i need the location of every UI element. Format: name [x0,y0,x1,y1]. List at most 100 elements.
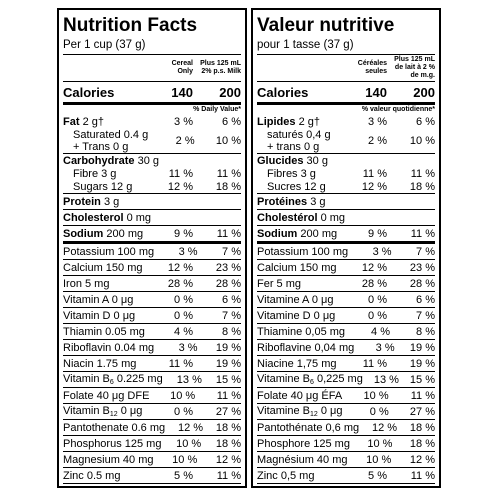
nutrient-label: Sodium [63,227,104,240]
nutrient-name: Zinc 0,5 mg [257,470,339,482]
nutrient-label: Saturated 0.4 g [73,129,149,141]
name-line: Phosphore 125 mg [257,438,350,450]
nutrient-label: Fibres 3 g [267,168,316,180]
milk-dv: 6 % [416,116,435,128]
milk-dv: 10 % [215,135,241,147]
milk-dv: 7 % [222,309,241,322]
nutrient-label: Vitamin B [63,373,110,385]
name-line: + Trans 0 g [73,141,129,153]
nutrient-label: Riboflavin 0.04 mg [63,341,155,354]
nutrient-row: Calcium 150 mg 12 % 23 % [257,259,435,275]
nutrient-name: Sodium 200 mg [63,228,145,240]
name-line: Sucres 12 g [267,181,339,193]
cereal-dv: 12 % [361,180,387,193]
name-line: Niacin 1.75 mg [63,358,145,370]
name-line: Riboflavin 0.04 mg [63,342,154,354]
name-line: Iron 5 mg [63,278,145,290]
name-line: + trans 0 g [267,141,320,153]
nutrient-label: Vitamin D 0 μg [63,309,136,322]
nutrient-name: Pantothenate 0.6 mg [63,422,165,434]
serving-size: Per 1 cup (37 g) [63,38,241,55]
name-line: Vitamin B6 0.225 mg [63,373,163,386]
nutrient-name: Cholesterol 0 mg [63,212,241,224]
nutrient-amount: 2 g† [82,116,104,128]
cereal-dv: 2 % [368,135,387,147]
cereal-dv: 13 % [176,373,202,386]
nutrient-label: Calcium 150 mg [63,261,143,274]
nutrient-amount: 200 mg [106,227,144,240]
name-line: Saturated 0.4 g [73,129,148,141]
name-line: Fibre 3 g [73,168,145,180]
name-line: Vitamine A 0 μg [257,294,339,306]
nutrient-label: Lipides [257,116,296,128]
nutrient-row: Fibre 3 g 11 % 11 % [63,168,241,180]
milk-dv: 27 % [409,405,435,418]
nutrient-amount: 30 g [306,155,328,167]
milk-dv: 23 % [215,261,241,274]
header-line: seules [365,68,387,75]
nutrient-name: Lipides 2 g† [257,116,339,128]
name-line: Sodium 200 mg [257,228,339,240]
nutrient-label: Zinc 0.5 mg [63,469,121,482]
nutrient-label: Protéines [257,195,308,208]
name-line: Calcium 150 mg [257,262,339,274]
milk-dv: 18 % [409,421,435,434]
nutrient-row: Saturated 0.4 g + Trans 0 g 2 % 10 % [63,129,241,153]
nutrient-row: Pantothénate 0,6 mg 12 % 18 % [257,419,435,435]
cereal-dv: 3 % [375,341,395,354]
nutrient-label: Vitamine A 0 μg [257,293,334,306]
nutrient-row: Vitamin B12 0 μg 0 % 27 % [63,403,241,419]
cereal-dv: 12 % [167,180,193,193]
nutrient-row: Cholesterol 0 mg [63,209,241,225]
milk-dv: 7 % [222,245,241,258]
name-line: Lipides 2 g† [257,116,339,128]
nutrient-name: Folate 40 μg DFE [63,390,149,402]
name-line: Fat 2 g† [63,116,145,128]
cereal-dv: 0 % [174,405,193,418]
name-line: Magnesium 40 mg [63,454,154,466]
cereal-dv: 13 % [373,373,399,386]
nutrient-label: Riboflavine 0,04 mg [257,341,355,354]
milk-dv: 6 % [222,293,241,306]
nutrient-amount: 3 g [310,195,326,208]
cereal-dv: 3 % [368,116,387,128]
nutrient-name: Carbohydrate 30 g [63,155,241,167]
milk-dv: 8 % [416,325,435,338]
name-line: Sugars 12 g [73,181,145,193]
nutrient-name: Vitamine D 0 μg [257,310,339,322]
cereal-dv: 3 % [174,116,193,128]
name-line: Potassium 100 mg [63,246,154,258]
nutrient-label: Niacine 1,75 mg [257,357,337,370]
milk-dv: 19 % [215,341,241,354]
name-line: Protéines 3 g [257,196,435,208]
calories-label: Calories [257,84,309,100]
name-line: Phosphorus 125 mg [63,438,161,450]
nutrient-amount: 0 μg [320,405,343,417]
nutrient-label: Iron 5 mg [63,277,110,290]
nutrient-label: Sodium [257,227,298,240]
nutrient-label: Vitamin A 0 μg [63,293,134,306]
nutrient-row: Lipides 2 g† 3 % 6 % [257,115,435,129]
nutrient-amount: 0,225 mg [316,373,363,385]
nutrient-name: saturés 0,4 g + trans 0 g [257,129,339,153]
milk-dv: 7 % [416,245,435,258]
nutrient-row: Vitamine A 0 μg 0 % 6 % [257,291,435,307]
milk-dv: 7 % [416,309,435,322]
nutrient-row: Thiamine 0,05 mg 4 % 8 % [257,323,435,339]
nutrient-name: Fer 5 mg [257,278,339,290]
nutrient-label: Phosphore 125 mg [257,437,350,450]
nutrient-row: Phosphore 125 mg 10 % 18 % [257,435,435,451]
nutrient-amount: 3 g [103,195,120,208]
cereal-dv: 10 % [367,437,393,450]
nutrient-row: Folate 40 μg DFE 10 % 11 % [63,387,241,403]
subscript: 6 [310,379,314,386]
nutrient-row: Sodium 200 mg 9 % 11 % [63,225,241,241]
name-line: Zinc 0.5 mg [63,470,145,482]
nutrient-row: Potassium 100 mg 3 % 7 % [63,241,241,259]
nutrient-label: Sucres 12 g [267,180,326,193]
nutrient-name: Riboflavin 0.04 mg [63,342,154,354]
cereal-dv: 10 % [172,453,198,466]
cereal-dv: 11 % [362,168,387,180]
nutrient-row: Vitamin D 0 μg 0 % 7 % [63,307,241,323]
